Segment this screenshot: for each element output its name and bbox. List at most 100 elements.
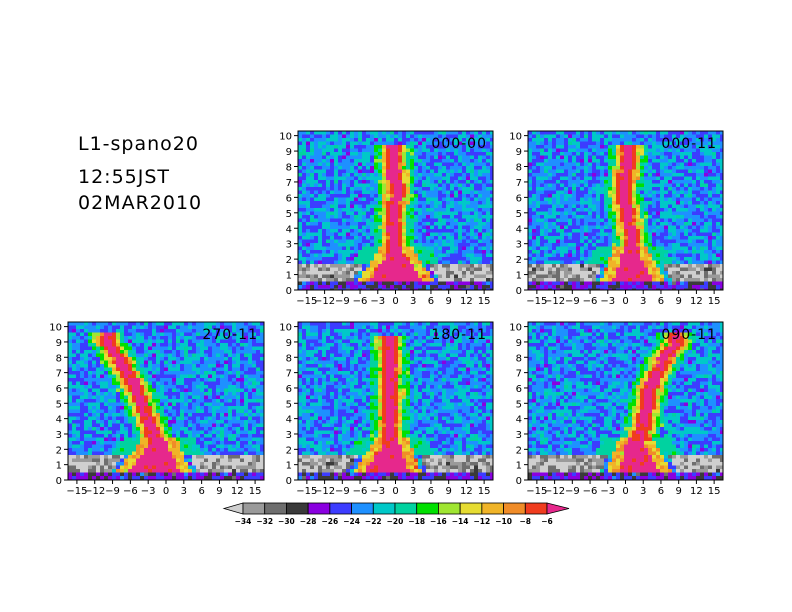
y-tick-label: 4 (516, 224, 522, 235)
colorbar-arrow-high (546, 502, 570, 515)
x-tick-label: 9 (675, 486, 681, 497)
colorbar-segment (394, 502, 418, 515)
x-tick-label: −12 (544, 296, 565, 307)
x-tick-label: 12 (690, 296, 703, 307)
x-tick-label: −9 (105, 486, 120, 497)
x-tick-label: 0 (622, 296, 628, 307)
x-tick-label: −3 (370, 296, 385, 307)
site-label: L1-spano20 (78, 133, 199, 155)
y-tick-label: 1 (286, 461, 292, 472)
heatmap-cells (528, 322, 723, 480)
y-tick-label: 1 (56, 461, 62, 472)
y-tick-label: 3 (516, 430, 522, 441)
y-tick-label: 6 (56, 384, 62, 395)
colorbar-label: −34 (235, 517, 252, 526)
y-tick-label: 5 (56, 399, 62, 410)
x-tick-label: −3 (600, 296, 615, 307)
colorbar-segment (481, 502, 504, 515)
x-tick-label: −9 (565, 486, 580, 497)
y-tick-label: 10 (509, 323, 522, 334)
x-tick-label: 0 (622, 486, 628, 497)
x-tick-label: 15 (708, 486, 721, 497)
y-tick-label: 2 (56, 445, 62, 456)
y-tick-label: 7 (516, 369, 522, 380)
y-tick-label: 8 (516, 353, 522, 364)
y-tick-label: 10 (279, 132, 292, 143)
colorbar: −34 −32 −30 −28 −26 −24 −22 −20 −18 −16 −14 −12 −10−… (222, 502, 570, 526)
y-tick-label: 2 (516, 445, 522, 456)
x-tick-label: −6 (353, 296, 368, 307)
panel-label: 180-11 (431, 327, 487, 343)
y-tick-label: 4 (286, 415, 292, 426)
y-tick-label: 5 (516, 209, 522, 220)
y-tick-label: 4 (286, 224, 292, 235)
y-tick-label: 0 (56, 476, 62, 487)
y-tick-label: 5 (516, 399, 522, 410)
colorbar-segment (372, 502, 396, 515)
x-tick-label: −15 (296, 486, 317, 497)
y-tick-label: 4 (516, 415, 522, 426)
y-tick-label: 1 (516, 461, 522, 472)
colorbar-segment (416, 502, 439, 515)
y-tick-label: 7 (286, 369, 292, 380)
y-tick-label: 7 (286, 178, 292, 189)
x-tick-label: −15 (66, 486, 87, 497)
x-tick-label: −9 (335, 296, 350, 307)
x-tick-label: 15 (708, 296, 721, 307)
y-tick-label: 9 (56, 338, 62, 349)
colorbar-label: −26 (321, 517, 338, 526)
colorbar-label: −20 (387, 517, 404, 526)
y-tick-label: 0 (516, 476, 522, 487)
x-tick-label: 12 (231, 486, 244, 497)
x-tick-label: 6 (658, 296, 664, 307)
x-tick-label: −3 (600, 486, 615, 497)
colorbar-segment (438, 502, 461, 515)
x-tick-label: −12 (314, 486, 335, 497)
y-tick-label: 6 (286, 193, 292, 204)
x-tick-label: 3 (640, 486, 646, 497)
y-tick-label: 10 (49, 323, 62, 334)
y-tick-label: 0 (516, 286, 522, 297)
time-label: 12:55JST (78, 166, 171, 188)
y-tick-label: 0 (286, 286, 292, 297)
y-tick-label: 2 (286, 255, 292, 266)
heatmap-cells (298, 131, 493, 290)
y-tick-label: 6 (516, 193, 522, 204)
x-tick-label: 3 (640, 296, 646, 307)
colorbar-label: −16 (430, 517, 447, 526)
y-tick-label: 6 (516, 384, 522, 395)
y-tick-label: 5 (286, 399, 292, 410)
x-tick-label: 12 (690, 486, 703, 497)
x-tick-label: −15 (526, 486, 547, 497)
y-tick-label: 2 (516, 255, 522, 266)
y-tick-label: 3 (286, 240, 292, 251)
y-tick-label: 9 (516, 147, 522, 158)
y-tick-label: 0 (286, 476, 292, 487)
colorbar-segment (264, 502, 287, 515)
colorbar-segment (286, 502, 309, 515)
colorbar-label: −10 (495, 517, 512, 526)
x-tick-label: −15 (526, 296, 547, 307)
colorbar-segment (524, 502, 548, 515)
x-tick-label: 15 (249, 486, 262, 497)
x-tick-label: 15 (478, 296, 491, 307)
x-tick-label: 6 (198, 486, 204, 497)
x-tick-label: −12 (314, 296, 335, 307)
x-tick-label: −6 (353, 486, 368, 497)
panel-label: 000-11 (661, 136, 717, 152)
colorbar-label: −30 (278, 517, 295, 526)
colorbar-segment (459, 502, 483, 515)
heatmap-cells (528, 131, 723, 290)
x-tick-label: 3 (410, 486, 416, 497)
x-tick-label: 6 (428, 486, 434, 497)
panel-label: 270-11 (202, 327, 258, 343)
x-tick-label: 12 (460, 486, 473, 497)
colorbar-label: −32 (256, 517, 273, 526)
x-tick-label: −15 (296, 296, 317, 307)
y-tick-label: 8 (56, 353, 62, 364)
